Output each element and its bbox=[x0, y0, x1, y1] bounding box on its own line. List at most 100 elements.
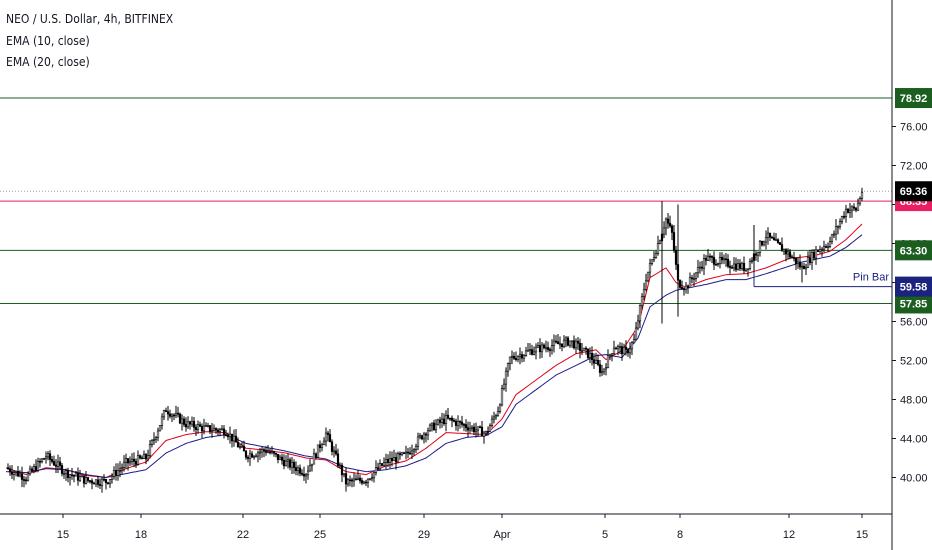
candle-body[interactable] bbox=[94, 479, 98, 485]
candle-body[interactable] bbox=[524, 350, 528, 356]
candle-body[interactable] bbox=[118, 468, 122, 471]
candle-body[interactable] bbox=[552, 340, 556, 346]
candle-body[interactable] bbox=[302, 473, 306, 477]
candle-body[interactable] bbox=[180, 418, 184, 424]
candle-body[interactable] bbox=[608, 354, 612, 357]
candle-body[interactable] bbox=[228, 433, 232, 438]
candle-body[interactable] bbox=[208, 425, 212, 432]
candle-body[interactable] bbox=[836, 226, 840, 228]
candle-body[interactable] bbox=[512, 355, 516, 359]
candle-body[interactable] bbox=[26, 473, 30, 481]
candle-body[interactable] bbox=[744, 268, 748, 271]
candle-body[interactable] bbox=[394, 457, 398, 463]
candle-body[interactable] bbox=[312, 453, 316, 465]
candle-body[interactable] bbox=[188, 421, 192, 425]
candle-body[interactable] bbox=[110, 476, 114, 480]
candle-body[interactable] bbox=[42, 458, 46, 460]
candle-body[interactable] bbox=[382, 462, 386, 466]
candle-body[interactable] bbox=[230, 433, 234, 442]
candle-body[interactable] bbox=[142, 454, 146, 460]
candle-body[interactable] bbox=[662, 227, 666, 235]
candle-body[interactable] bbox=[680, 287, 684, 290]
candle-body[interactable] bbox=[782, 249, 786, 252]
candle-body[interactable] bbox=[630, 342, 634, 350]
candle-body[interactable] bbox=[220, 428, 224, 431]
candle-body[interactable] bbox=[842, 216, 846, 218]
candle-body[interactable] bbox=[558, 343, 562, 346]
candle-body[interactable] bbox=[88, 480, 92, 482]
candle-body[interactable] bbox=[818, 249, 822, 252]
candle-body[interactable] bbox=[238, 446, 242, 448]
candle-body[interactable] bbox=[76, 472, 80, 481]
candle-body[interactable] bbox=[718, 256, 722, 264]
candle-body[interactable] bbox=[846, 208, 850, 213]
candle-body[interactable] bbox=[562, 339, 566, 347]
candle-body[interactable] bbox=[376, 467, 380, 470]
candle-body[interactable] bbox=[6, 467, 10, 470]
candle-body[interactable] bbox=[122, 461, 126, 468]
candle-body[interactable] bbox=[148, 444, 152, 456]
candle-body[interactable] bbox=[322, 440, 326, 446]
candle-body[interactable] bbox=[354, 478, 358, 481]
candle-body[interactable] bbox=[372, 472, 376, 479]
candle-body[interactable] bbox=[252, 455, 256, 458]
candle-body[interactable] bbox=[540, 344, 544, 353]
candle-body[interactable] bbox=[274, 452, 278, 455]
candle-body[interactable] bbox=[726, 258, 730, 267]
candle-body[interactable] bbox=[738, 263, 742, 269]
candle-body[interactable] bbox=[282, 460, 286, 467]
candle-body[interactable] bbox=[670, 225, 674, 233]
candle-body[interactable] bbox=[822, 246, 826, 250]
candle-body[interactable] bbox=[736, 263, 740, 270]
candle-body[interactable] bbox=[528, 349, 532, 351]
candle-body[interactable] bbox=[486, 431, 490, 433]
candle-body[interactable] bbox=[682, 288, 686, 291]
candle-body[interactable] bbox=[764, 237, 768, 243]
candle-body[interactable] bbox=[688, 277, 692, 288]
candle-body[interactable] bbox=[280, 456, 284, 461]
candle-body[interactable] bbox=[270, 451, 274, 454]
candle-body[interactable] bbox=[388, 458, 392, 463]
candle-body[interactable] bbox=[464, 424, 468, 428]
candle-body[interactable] bbox=[438, 419, 442, 423]
candle-body[interactable] bbox=[634, 327, 638, 340]
candle-body[interactable] bbox=[808, 257, 812, 263]
candle-body[interactable] bbox=[402, 452, 406, 455]
candle-body[interactable] bbox=[852, 206, 856, 209]
candle-body[interactable] bbox=[508, 356, 512, 364]
candle-body[interactable] bbox=[202, 425, 206, 432]
candle-body[interactable] bbox=[206, 425, 210, 427]
candle-body[interactable] bbox=[748, 260, 752, 270]
candle-body[interactable] bbox=[700, 266, 704, 269]
candle-body[interactable] bbox=[24, 479, 28, 482]
candle-body[interactable] bbox=[758, 240, 762, 253]
candle-body[interactable] bbox=[234, 435, 238, 443]
candle-body[interactable] bbox=[38, 460, 42, 463]
candle-body[interactable] bbox=[30, 468, 34, 471]
candle-body[interactable] bbox=[550, 345, 554, 351]
candle-body[interactable] bbox=[216, 429, 220, 432]
candle-body[interactable] bbox=[68, 474, 72, 479]
candle-body[interactable] bbox=[518, 354, 522, 358]
candle-body[interactable] bbox=[8, 468, 12, 473]
candle-body[interactable] bbox=[392, 457, 396, 462]
candle-body[interactable] bbox=[386, 459, 390, 463]
candle-body[interactable] bbox=[850, 206, 854, 211]
candle-body[interactable] bbox=[470, 426, 474, 429]
candle-body[interactable] bbox=[580, 350, 584, 352]
candle-body[interactable] bbox=[300, 472, 304, 475]
candle-body[interactable] bbox=[504, 370, 508, 385]
candle-body[interactable] bbox=[86, 477, 90, 481]
candle-body[interactable] bbox=[768, 232, 772, 238]
candle-body[interactable] bbox=[174, 412, 178, 416]
candle-body[interactable] bbox=[332, 450, 336, 453]
candle-body[interactable] bbox=[212, 428, 216, 431]
candle-body[interactable] bbox=[374, 467, 378, 473]
candle-body[interactable] bbox=[554, 340, 558, 343]
candle-body[interactable] bbox=[658, 240, 662, 244]
candle-body[interactable] bbox=[184, 424, 188, 428]
candle-body[interactable] bbox=[250, 453, 254, 458]
candle-body[interactable] bbox=[556, 341, 560, 345]
candle-body[interactable] bbox=[800, 265, 804, 268]
